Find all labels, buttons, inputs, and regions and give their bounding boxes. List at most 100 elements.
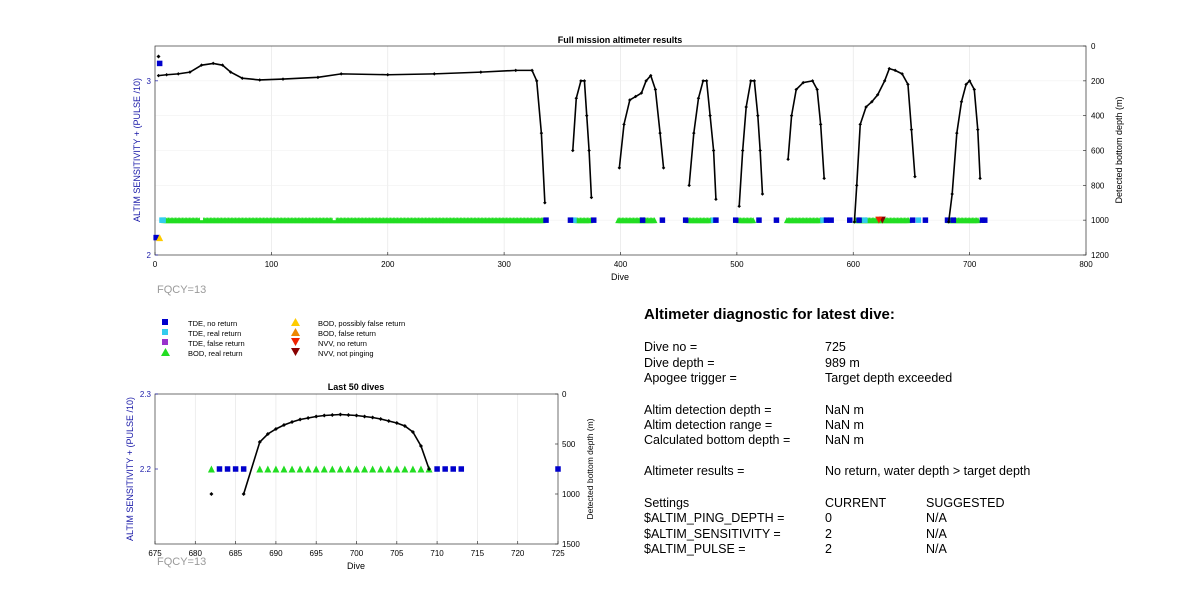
bottom-depth-point <box>582 79 587 83</box>
bottom-depth-point <box>653 87 658 92</box>
bottom-depth-point <box>893 68 897 73</box>
tde-no-return-marker <box>240 466 247 472</box>
bottom-depth-point <box>370 415 375 420</box>
bottom-depth-point <box>534 79 539 83</box>
last-50-title: Last 50 dives <box>328 382 385 392</box>
y2-tick-label: 600 <box>1091 147 1105 156</box>
x-tick-label: 685 <box>229 549 243 558</box>
tde-no-return-marker <box>555 466 561 472</box>
bottom-depth-point <box>633 94 638 99</box>
bod-real-return-marker <box>344 465 352 473</box>
full-mission-chart: Full mission altimeter results 0 100 200 30… <box>132 35 1124 282</box>
pulse-row: $ALTIM_PULSE = 2 N/A <box>644 542 1184 558</box>
bottom-depth-line <box>947 79 981 223</box>
bottom-depth-point <box>964 82 968 87</box>
bottom-depth-point <box>946 220 951 224</box>
bottom-depth-point <box>543 201 547 205</box>
bottom-depth-point <box>273 427 278 431</box>
legend-item-tde-real-return: TDE, real return <box>160 328 241 338</box>
x-tick-label: 400 <box>614 260 628 269</box>
y-tick-label: 2 <box>147 251 152 260</box>
bottom-depth-point <box>354 413 359 418</box>
bottom-depth-point <box>972 87 977 92</box>
bod-real-return-marker <box>385 465 393 473</box>
tde-real-return-marker <box>862 217 868 223</box>
bottom-depth-point <box>587 148 591 153</box>
bottom-depth-point <box>330 413 335 417</box>
dive-depth-label: Dive depth = <box>644 356 715 370</box>
tde-no-return-marker <box>922 217 929 223</box>
bottom-depth-point <box>316 75 320 80</box>
settings-header-row: Settings CURRENT SUGGESTED <box>644 496 1184 512</box>
bottom-depth-point <box>852 220 857 224</box>
altim-detection-depth-row: Altim detection depth = NaN m <box>644 403 1184 419</box>
bottom-depth-point <box>339 72 343 76</box>
current-header: CURRENT <box>825 496 887 510</box>
bottom-depth-point <box>539 131 544 135</box>
apogee-trigger-row: Apogee trigger = Target depth exceeded <box>644 371 1184 387</box>
bod-real-return-marker <box>409 465 417 473</box>
tde-no-return-marker <box>682 217 689 223</box>
apogee-trigger-value: Target depth exceeded <box>825 371 953 385</box>
bottom-depth-point <box>211 61 215 66</box>
bottom-depth-point <box>418 444 423 448</box>
bottom-depth-line <box>738 80 764 207</box>
bottom-depth-point <box>257 440 262 444</box>
bottom-depth-line <box>618 74 665 169</box>
sensitivity-row: $ALTIM_SENSITIVITY = 2 N/A <box>644 527 1184 543</box>
calculated-bottom-depth-value: NaN m <box>825 433 864 447</box>
legend-item-bod-real-return: BOD, real return <box>160 348 243 358</box>
bottom-depth-point <box>818 122 823 127</box>
bottom-depth-point <box>909 127 914 132</box>
bottom-depth-point <box>752 79 757 83</box>
bottom-depth-point <box>617 166 622 170</box>
x-tick-label: 705 <box>390 549 404 558</box>
bottom-depth-point <box>786 157 790 161</box>
y-tick-label: 3 <box>147 77 152 86</box>
bottom-depth-point <box>241 492 246 496</box>
legend-item-nvv-no-return: NVV, no return <box>290 338 367 348</box>
x-tick-label: 300 <box>497 260 511 269</box>
bottom-depth-point <box>322 413 327 418</box>
bottom-depth-point <box>887 66 892 71</box>
y2-tick-label: 200 <box>1091 77 1105 86</box>
sensitivity-label: $ALTIM_SENSITIVITY = <box>644 527 781 541</box>
x-tick-label: 690 <box>269 549 283 558</box>
bottom-depth-point <box>188 70 192 74</box>
bottom-depth-point <box>176 72 181 76</box>
bottom-depth-point <box>864 105 868 109</box>
bottom-depth-point <box>740 148 745 153</box>
bottom-depth-point <box>708 113 712 118</box>
x-tick-label: 700 <box>350 549 364 558</box>
bottom-depth-point <box>858 122 862 127</box>
bottom-depth-point <box>711 148 716 153</box>
bottom-depth-point <box>822 176 826 181</box>
tde-no-return-marker <box>434 466 440 472</box>
bottom-depth-point <box>701 79 705 83</box>
bod-real-return-marker <box>207 465 215 473</box>
x-tick-label: 700 <box>963 260 977 269</box>
suggested-header: SUGGESTED <box>926 496 1005 510</box>
bottom-depth-point <box>661 166 666 170</box>
bottom-depth-point <box>687 183 691 188</box>
tde-no-return-marker <box>982 217 988 223</box>
diagnostic-title: Altimeter diagnostic for latest dive: <box>644 306 895 323</box>
sensitivity-suggested: N/A <box>926 527 947 541</box>
tde-no-return-marker <box>639 217 646 223</box>
altimeter-results-row: Altimeter results = No return, water dep… <box>644 464 1184 480</box>
top-fqcy-label: FQCY=13 <box>157 284 207 296</box>
bottom-depth-point <box>314 414 319 419</box>
bottom-depth-point <box>801 80 805 85</box>
y-tick-label: 2.3 <box>140 390 152 399</box>
tde-real-return-marker <box>915 217 922 223</box>
bod-gap <box>200 217 204 221</box>
bottom-depth-point <box>714 197 718 202</box>
bottom-depth-point <box>571 148 575 153</box>
y2-tick-label: 1200 <box>1091 251 1109 260</box>
dive-depth-value: 989 m <box>825 356 860 370</box>
bod-real-return-marker <box>393 465 401 473</box>
bottom-depth-point <box>794 87 798 92</box>
x-tick-label: 680 <box>189 549 203 558</box>
special-triangle-up-marker <box>156 234 164 242</box>
bottom-depth-point <box>432 72 437 76</box>
